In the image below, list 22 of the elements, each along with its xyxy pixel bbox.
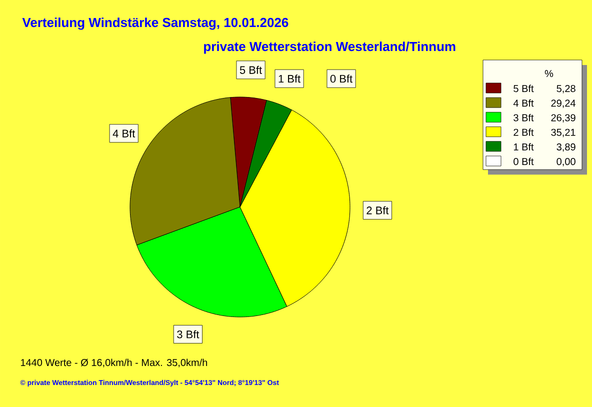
slice-label: 4 Bft	[112, 129, 136, 138]
category-label: 0 Bft	[330, 74, 353, 83]
slice-label: 1 Bft	[278, 74, 301, 83]
chart-title: Verteilung Windstärke Samstag, 10.01.2026	[22, 18, 288, 30]
data-label: 5,28	[556, 85, 576, 94]
legend-title: %	[544, 70, 554, 78]
text: 0,00	[556, 158, 576, 166]
legend-label: 1 Bft	[514, 143, 534, 150]
data-label: 26,39	[551, 114, 576, 122]
text: 1440 Werte - Ø 16,0km/h - Max. 35,0km/h	[20, 358, 208, 368]
slice-label: 2 Bft	[366, 206, 389, 214]
legend-label: 3 Bft	[514, 114, 534, 122]
data-label: 35,21	[551, 128, 576, 138]
legend-label: 2 Bft	[514, 128, 534, 136]
legend-label: 5 Bft	[514, 84, 534, 92]
slice-label: 3 Bft	[177, 330, 200, 338]
slice-label: 5 Bft	[240, 66, 262, 74]
legend-label: 4 Bft	[513, 99, 534, 107]
data-label: 3,89	[556, 143, 576, 152]
data-label: 29,24	[551, 100, 576, 108]
legend-label: 0 Bft	[514, 158, 534, 166]
chart-subtitle: private Wetterstation Westerland/Tinnum	[204, 42, 456, 54]
